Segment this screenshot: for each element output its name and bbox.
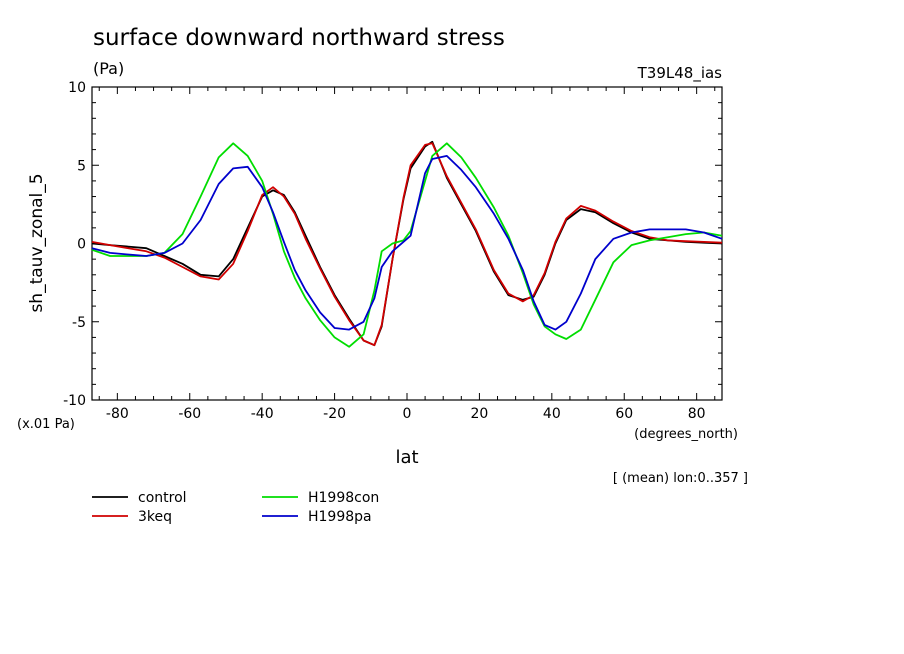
plot-frame — [91, 86, 723, 401]
legend-label-3keq: 3keq — [138, 509, 172, 525]
plot-area: -80 -60 -40 -20 0 20 40 60 80 -10 -5 0 5 10 — [63, 80, 723, 422]
y-tick-label: 5 — [77, 158, 86, 174]
x-tick-label: 0 — [403, 406, 412, 422]
legend-label-h1998pa: H1998pa — [308, 509, 372, 525]
chart-title: surface downward northward stress — [93, 25, 505, 51]
y-tick-label: -5 — [72, 315, 86, 331]
x-tick-label: -40 — [251, 406, 274, 422]
y-axis-label: sh_tauv_zonal_5 — [27, 173, 47, 312]
x-axis-label: lat — [395, 447, 418, 468]
y-ticks: -10 -5 0 5 10 — [63, 80, 722, 409]
y-tick-label: -10 — [63, 393, 86, 409]
model-label: T39L48_ias — [637, 64, 723, 83]
x-tick-label: -80 — [106, 406, 129, 422]
x-tick-label: -20 — [323, 406, 346, 422]
legend-label-h1998con: H1998con — [308, 490, 379, 506]
x-tick-label: 40 — [543, 406, 561, 422]
units-label: (Pa) — [93, 59, 124, 78]
footer-note: [ (mean) lon:0..357 ] — [613, 471, 748, 486]
x-units-label: (degrees_north) — [634, 427, 738, 442]
x-tick-label: 80 — [688, 406, 706, 422]
y-tick-label: 10 — [68, 80, 86, 96]
series-line-h1998con — [91, 142, 723, 348]
series-lines — [91, 140, 723, 348]
y-scale-note: (x.01 Pa) — [17, 417, 75, 432]
x-ticks: -80 -60 -40 -20 0 20 40 60 80 — [98, 87, 716, 422]
y-tick-label: 0 — [77, 237, 86, 253]
series-line-h1998pa — [91, 154, 723, 331]
legend: control 3keq H1998con H1998pa — [92, 490, 379, 525]
x-tick-label: -60 — [178, 406, 201, 422]
series-line-control — [91, 140, 723, 347]
series-line-3keq — [91, 142, 723, 347]
legend-label-control: control — [138, 490, 187, 506]
x-tick-label: 20 — [470, 406, 488, 422]
x-tick-label: 60 — [615, 406, 633, 422]
